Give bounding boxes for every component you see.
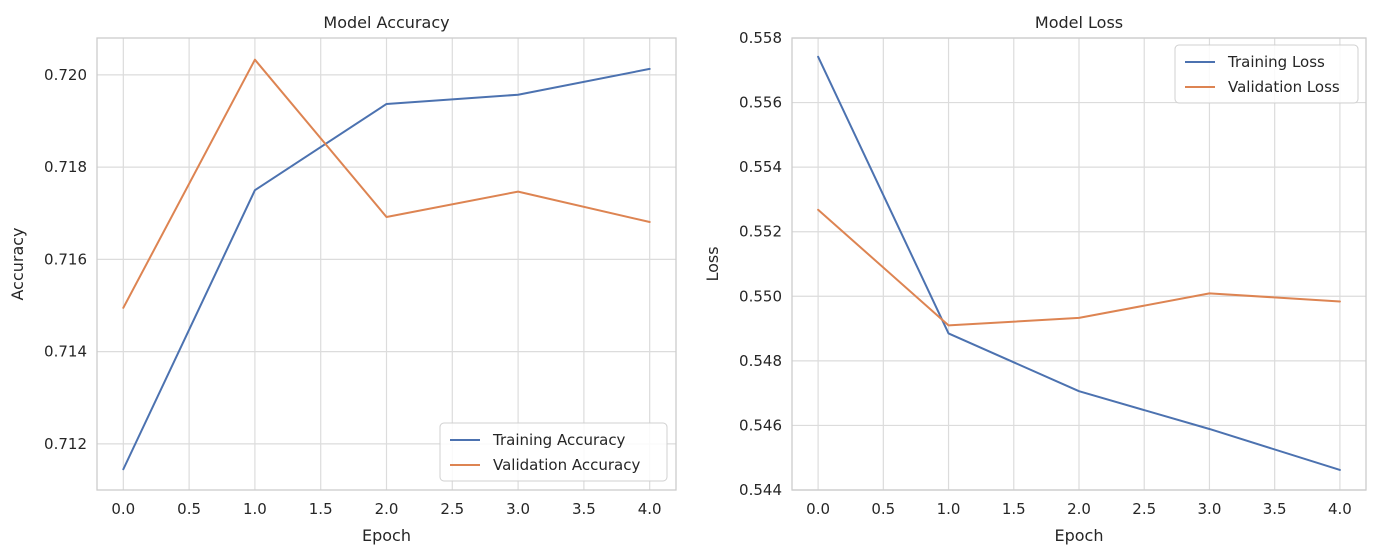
y-axis-label: Loss (703, 246, 722, 281)
legend: Training Loss Validation Loss (1174, 44, 1359, 104)
plot-frame (791, 37, 1367, 491)
legend-box (1174, 44, 1359, 104)
x-tick-label: 1.5 (309, 500, 333, 518)
chart-title: Model Loss (1035, 13, 1123, 32)
x-tick-label: 3.5 (572, 500, 596, 518)
y-tick-label: 0.546 (739, 416, 782, 434)
y-tick-label: 0.548 (739, 352, 782, 370)
legend-box (439, 422, 668, 482)
series-line-training-accuracy (122, 67, 651, 471)
x-axis-label: Epoch (362, 526, 411, 545)
chart-title: Model Accuracy (323, 13, 449, 32)
x-tick-label: 3.5 (1263, 500, 1287, 518)
y-tick-label: 0.544 (739, 481, 782, 499)
series-line-training-loss (817, 55, 1341, 471)
x-tick-label: 3.0 (1198, 500, 1222, 518)
x-tick-label: 0.0 (111, 500, 135, 518)
y-tick-label: 0.718 (44, 158, 87, 176)
x-axis-label: Epoch (1055, 526, 1104, 545)
series-line-validation-accuracy (122, 58, 651, 309)
y-tick-label: 0.554 (739, 158, 782, 176)
y-tick-label: 0.550 (739, 287, 782, 305)
grid (97, 38, 676, 490)
y-tick-label: 0.712 (44, 435, 87, 453)
y-axis-label: Accuracy (8, 227, 27, 300)
x-tick-label: 2.0 (375, 500, 399, 518)
plot-frame (96, 37, 677, 491)
y-tick-label: 0.714 (44, 343, 87, 361)
x-tick-label: 4.0 (1328, 500, 1352, 518)
y-tick-label: 0.552 (739, 223, 782, 241)
y-tick-label: 0.716 (44, 250, 87, 268)
x-tick-label: 2.5 (440, 500, 464, 518)
legend-label: Validation Accuracy (493, 456, 640, 474)
x-tick-label: 2.5 (1132, 500, 1156, 518)
legend-label: Training Accuracy (492, 431, 626, 449)
x-tick-label: 3.0 (506, 500, 530, 518)
legend-label: Training Loss (1227, 53, 1325, 71)
y-tick-label: 0.558 (739, 29, 782, 47)
x-tick-label: 1.0 (243, 500, 267, 518)
x-tick-label: 2.0 (1067, 500, 1091, 518)
x-tick-label: 4.0 (638, 500, 662, 518)
x-tick-label: 1.0 (937, 500, 961, 518)
y-tick-label: 0.720 (44, 66, 87, 84)
x-tick-label: 0.0 (806, 500, 830, 518)
legend-label: Validation Loss (1228, 78, 1340, 96)
chart-accuracy: 0.0 0.5 1.0 1.5 2.0 2.5 3.0 3.5 4.0 0.712 0.714 0.7… (8, 13, 677, 545)
chart-loss: 0.0 0.5 1.0 1.5 2.0 2.5 3.0 3.5 4.0 0.544 0.546 0.5… (703, 13, 1367, 545)
y-tick-label: 0.556 (739, 94, 782, 112)
x-tick-label: 0.5 (871, 500, 895, 518)
legend: Training Accuracy Validation Accuracy (439, 422, 668, 482)
x-tick-label: 0.5 (177, 500, 201, 518)
x-tick-label: 1.5 (1002, 500, 1026, 518)
series-line-validation-loss (817, 208, 1341, 327)
